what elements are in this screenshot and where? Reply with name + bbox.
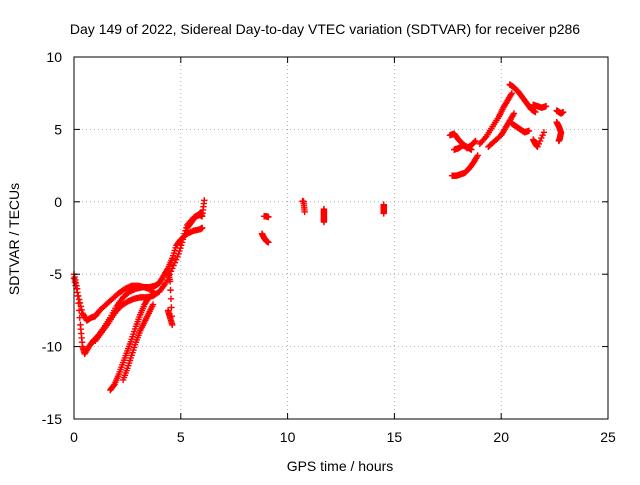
data-point [179, 236, 187, 243]
data-point [76, 314, 83, 321]
data-point [301, 208, 308, 216]
data-point [167, 295, 175, 303]
data-point [555, 137, 563, 145]
data-point [177, 244, 184, 252]
data-point [145, 294, 152, 301]
y-tick-label: -10 [42, 339, 62, 355]
data-point [162, 279, 170, 287]
data-track [380, 201, 387, 217]
data-track [70, 275, 157, 324]
y-tick-label: -5 [50, 266, 63, 282]
data-point [71, 278, 79, 286]
data-point [75, 296, 83, 303]
data-point [265, 239, 272, 246]
data-point [78, 306, 85, 314]
data-point [167, 286, 174, 294]
data-point [525, 127, 533, 135]
data-point [180, 233, 187, 240]
data-point [149, 301, 157, 308]
y-tick-label: -15 [42, 411, 62, 427]
data-track [553, 107, 567, 117]
data-point [74, 289, 81, 296]
data-track [119, 301, 157, 384]
data-point [171, 259, 179, 266]
data-track [299, 197, 308, 216]
x-tick-label: 5 [177, 429, 185, 445]
data-point [170, 262, 177, 269]
y-tick-label: 0 [54, 194, 62, 210]
data-point [168, 312, 176, 320]
data-point [175, 250, 182, 258]
data-point [172, 256, 180, 263]
tick-labels: 0 5 10 15 20 25 -15 -10 -5 0 5 10 [42, 49, 616, 445]
data-track [184, 197, 208, 232]
data-point [542, 103, 550, 110]
data-point [201, 197, 208, 204]
data-track [530, 101, 550, 111]
x-tick-label: 15 [387, 429, 403, 445]
y-tick-label: 10 [46, 49, 62, 65]
data-point [75, 292, 82, 300]
data-track [258, 230, 272, 246]
data-point [474, 152, 481, 159]
data-point [471, 138, 478, 146]
data-point [198, 224, 206, 232]
data-point [532, 108, 539, 116]
data-track [506, 81, 539, 116]
data-point [168, 304, 175, 311]
chart-title: Day 149 of 2022, Sidereal Day-to-day VTE… [70, 21, 580, 37]
x-tick-label: 10 [280, 429, 296, 445]
x-axis-label: GPS time / hours [287, 458, 394, 474]
data-point [169, 321, 176, 329]
data-point [468, 146, 475, 153]
data-track [553, 118, 565, 145]
data-point [178, 242, 185, 249]
data-track [107, 294, 152, 394]
data-point [178, 239, 186, 246]
data-track [448, 152, 481, 179]
data-point [540, 129, 548, 136]
plot-frame [73, 56, 609, 420]
data-points [70, 81, 567, 394]
data-point [508, 90, 516, 97]
data-track [451, 142, 475, 153]
data-track [508, 120, 533, 136]
data-point [472, 137, 479, 145]
data-track [485, 110, 518, 150]
data-point [77, 303, 85, 310]
data-point [534, 143, 541, 150]
data-point [380, 208, 387, 216]
data-point [559, 108, 567, 116]
data-point [539, 131, 546, 139]
data-track [260, 213, 272, 221]
data-point [320, 218, 328, 226]
data-point [169, 265, 176, 272]
data-point [536, 137, 544, 145]
x-tick-label: 0 [70, 429, 78, 445]
data-point [510, 110, 518, 117]
data-track [476, 90, 516, 148]
x-tick-label: 20 [493, 429, 509, 445]
data-track [320, 205, 328, 226]
data-point [76, 299, 84, 307]
x-tick-label: 25 [600, 429, 616, 445]
y-tick-label: 5 [54, 121, 62, 137]
data-point [538, 134, 545, 142]
data-track [164, 268, 176, 329]
data-point [176, 247, 183, 255]
data-point [174, 253, 181, 261]
y-axis-label: SDTVAR / TECUs [6, 183, 22, 295]
data-point [265, 213, 272, 221]
data-point [535, 140, 542, 148]
data-point [181, 230, 188, 237]
data-track [530, 129, 548, 150]
axis-ticks [73, 56, 609, 420]
data-point [164, 268, 172, 275]
